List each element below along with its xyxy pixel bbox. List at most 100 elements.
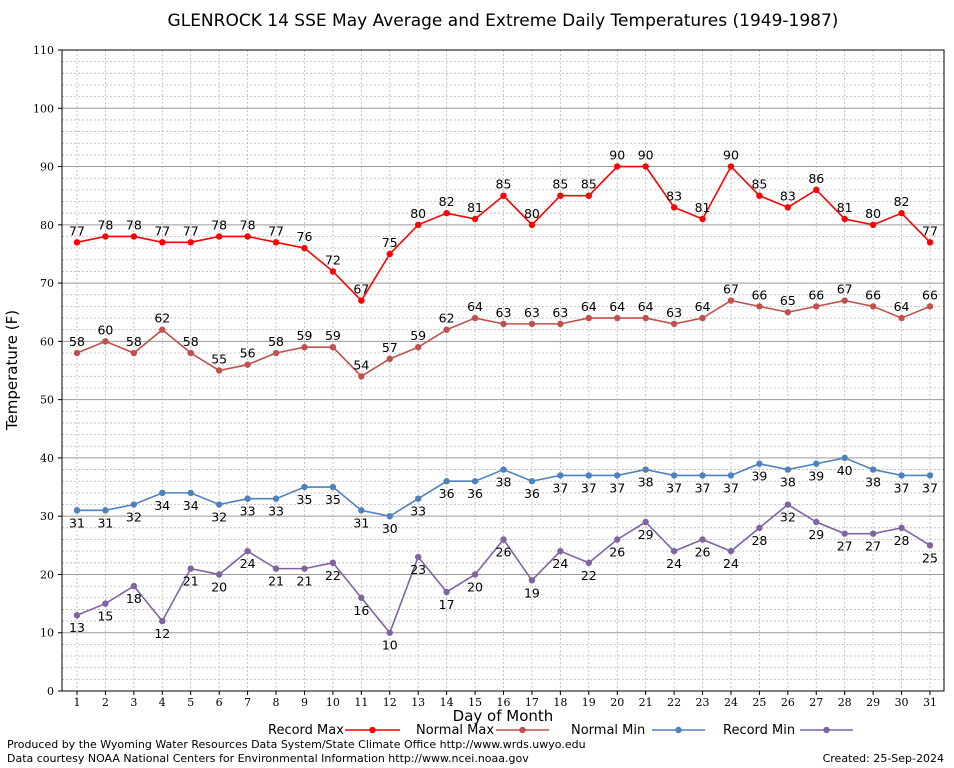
x-tick-label: 9 bbox=[301, 696, 308, 709]
legend-label: Record Min bbox=[723, 723, 795, 738]
legend-item: Record Min bbox=[723, 723, 853, 738]
data-label: 62 bbox=[439, 311, 455, 326]
data-label: 24 bbox=[723, 556, 739, 571]
data-point bbox=[869, 303, 877, 310]
data-point bbox=[159, 239, 166, 246]
data-label: 37 bbox=[922, 480, 938, 495]
data-point bbox=[756, 192, 763, 199]
series-record-min: 13 15 18 12 21 20 24 21 21 22 16 10 23 17 20 26 19 24 22 26… bbox=[69, 501, 938, 653]
data-label: 81 bbox=[467, 200, 483, 215]
data-point bbox=[528, 478, 536, 485]
data-label: 28 bbox=[751, 533, 767, 548]
legend-marker bbox=[823, 726, 830, 734]
data-point bbox=[102, 338, 109, 345]
y-tick-label: 0 bbox=[47, 685, 54, 698]
y-tick-label: 90 bbox=[40, 161, 54, 174]
data-point bbox=[301, 343, 308, 351]
data-label: 27 bbox=[837, 539, 853, 554]
data-point bbox=[557, 192, 564, 199]
data-label: 72 bbox=[325, 252, 341, 267]
data-label: 58 bbox=[126, 334, 142, 349]
data-label: 38 bbox=[496, 475, 512, 490]
data-point bbox=[301, 244, 308, 252]
data-point bbox=[898, 524, 905, 532]
data-point bbox=[756, 303, 763, 310]
data-point bbox=[557, 547, 564, 555]
data-point bbox=[73, 612, 81, 619]
data-label: 36 bbox=[439, 486, 455, 501]
x-tick-label: 13 bbox=[411, 696, 425, 709]
data-label: 34 bbox=[154, 498, 170, 513]
data-point bbox=[500, 320, 507, 328]
data-point bbox=[500, 536, 507, 543]
legend-marker bbox=[369, 726, 376, 734]
y-tick-label: 70 bbox=[40, 277, 54, 290]
data-label: 25 bbox=[922, 550, 938, 565]
legend-label: Normal Min bbox=[571, 723, 645, 738]
footer-created: Created: 25-Sep-2024 bbox=[823, 752, 944, 765]
data-label: 80 bbox=[865, 206, 881, 221]
x-tick-label: 3 bbox=[130, 696, 137, 709]
data-point bbox=[159, 326, 166, 333]
data-label: 37 bbox=[666, 480, 682, 495]
data-point bbox=[841, 530, 848, 537]
data-label: 90 bbox=[638, 148, 654, 163]
data-point bbox=[415, 553, 422, 561]
data-point bbox=[244, 233, 251, 240]
data-label: 58 bbox=[268, 334, 284, 349]
data-point bbox=[102, 233, 109, 240]
data-label: 37 bbox=[894, 480, 910, 495]
data-point bbox=[528, 221, 536, 229]
data-label: 77 bbox=[69, 223, 85, 238]
legend-item: Normal Min bbox=[571, 723, 705, 738]
data-point bbox=[756, 524, 763, 532]
data-point bbox=[642, 466, 649, 473]
data-label: 36 bbox=[467, 486, 483, 501]
x-tick-label: 23 bbox=[696, 696, 710, 709]
data-label: 37 bbox=[552, 480, 568, 495]
data-point bbox=[841, 215, 848, 223]
data-label: 90 bbox=[723, 148, 739, 163]
data-point bbox=[756, 460, 763, 467]
grid-lines bbox=[62, 49, 944, 692]
data-point bbox=[471, 571, 479, 578]
data-label: 59 bbox=[410, 328, 426, 343]
data-point bbox=[699, 472, 706, 479]
data-point bbox=[642, 163, 649, 170]
x-tick-label: 27 bbox=[809, 696, 823, 709]
data-point bbox=[500, 192, 507, 199]
footer-producer: Produced by the Wyoming Water Resources … bbox=[7, 738, 586, 751]
data-point bbox=[727, 163, 735, 170]
data-point bbox=[784, 309, 792, 316]
x-tick-label: 14 bbox=[440, 696, 454, 709]
data-point bbox=[244, 547, 251, 555]
x-tick-label: 2 bbox=[102, 696, 109, 709]
data-point bbox=[272, 349, 280, 357]
data-label: 80 bbox=[524, 206, 540, 221]
data-label: 21 bbox=[268, 574, 284, 589]
data-label: 64 bbox=[581, 299, 597, 314]
data-point bbox=[642, 314, 649, 322]
data-point bbox=[699, 536, 706, 543]
x-tick-label: 12 bbox=[383, 696, 397, 709]
data-point bbox=[898, 314, 905, 322]
data-point bbox=[614, 314, 621, 322]
data-label: 78 bbox=[240, 217, 256, 232]
data-label: 16 bbox=[353, 603, 369, 618]
data-label: 18 bbox=[126, 591, 142, 606]
data-label: 21 bbox=[297, 574, 313, 589]
data-label: 56 bbox=[240, 346, 256, 361]
data-label: 58 bbox=[183, 334, 199, 349]
data-label: 26 bbox=[609, 544, 625, 559]
data-point bbox=[813, 518, 820, 526]
data-label: 31 bbox=[97, 515, 113, 530]
data-label: 38 bbox=[638, 475, 654, 490]
data-point bbox=[869, 530, 877, 537]
y-tick-label: 40 bbox=[40, 452, 54, 465]
x-tick-label: 31 bbox=[923, 696, 937, 709]
data-label: 64 bbox=[638, 299, 654, 314]
data-label: 29 bbox=[808, 527, 824, 542]
x-tick-label: 21 bbox=[639, 696, 653, 709]
data-point bbox=[329, 343, 337, 351]
